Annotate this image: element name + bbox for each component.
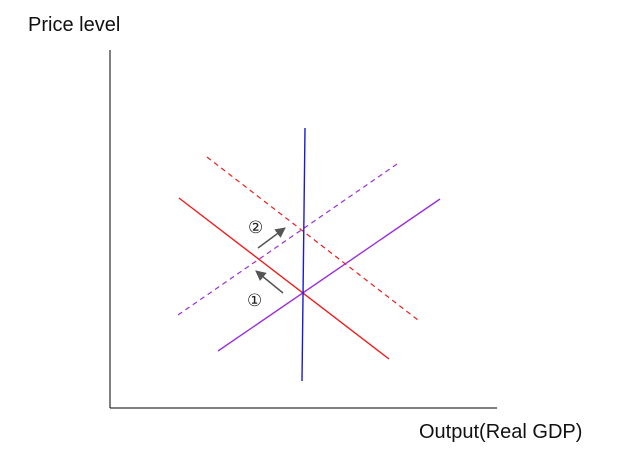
long-run-supply-curve [301, 127, 306, 382]
step-label-1: ① [247, 291, 262, 311]
original-supply-curve [217, 198, 441, 352]
original-demand-curve [178, 197, 390, 360]
shifted-supply-curve [177, 161, 401, 316]
x-axis-label: Output(Real GDP) [419, 421, 583, 443]
shift-arrow-1 [255, 270, 284, 294]
shift-arrow-2 [257, 227, 286, 249]
step-label-2: ② [248, 218, 263, 238]
shifted-demand-curve [206, 156, 419, 321]
y-axis-label: Price level [28, 14, 121, 36]
